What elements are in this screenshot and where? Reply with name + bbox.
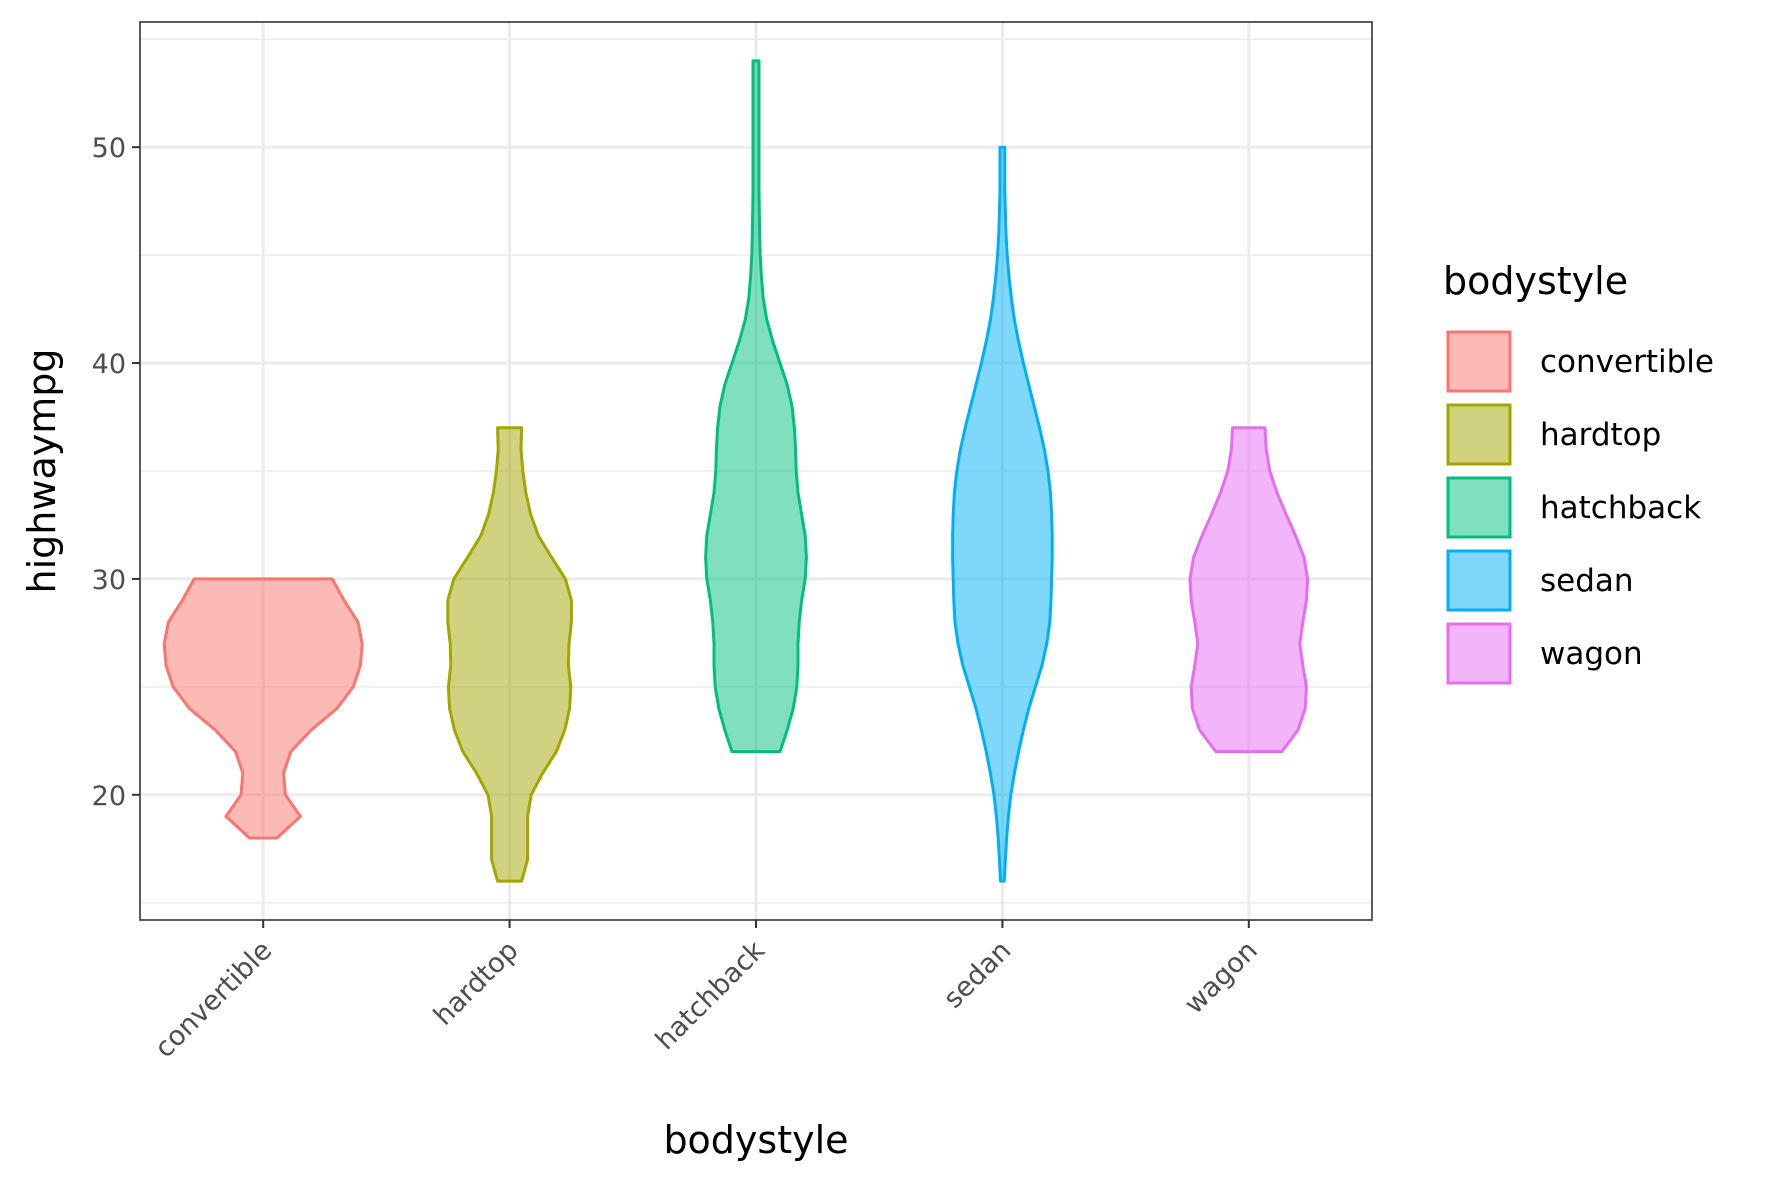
y-tick-label: 50 [92,133,126,164]
legend-swatch-convertible [1446,330,1512,393]
legend-swatch-sedan [1446,549,1512,612]
legend-swatch-wagon [1446,622,1512,685]
legend-title: bodystyle [1443,259,1628,303]
y-tick-label: 40 [92,349,126,380]
violin-hardtop [446,426,573,883]
legend-label-hardtop: hardtop [1540,417,1661,453]
y-axis: 20 30 40 50 [92,133,140,812]
violins [162,59,1310,883]
legend-label-sedan: sedan [1540,563,1634,599]
legend-swatch-hardtop [1446,403,1512,466]
violin-wagon [1188,426,1310,754]
violin-sedan [951,145,1054,883]
legend-label-hatchback: hatchback [1540,490,1701,526]
y-axis-title: highwaympg [20,349,64,594]
legend: bodystyle convertible hardtop hatchback sed… [1443,259,1714,686]
y-tick-label: 30 [92,565,126,596]
legend-label-wagon: wagon [1540,636,1643,672]
violin-convertible [162,577,364,840]
violin-hatchback [704,59,808,754]
legend-swatch-hatchback [1446,476,1512,539]
legend-label-convertible: convertible [1540,344,1714,380]
x-axis-title: bodystyle [663,1118,848,1162]
y-tick-label: 20 [92,781,126,812]
